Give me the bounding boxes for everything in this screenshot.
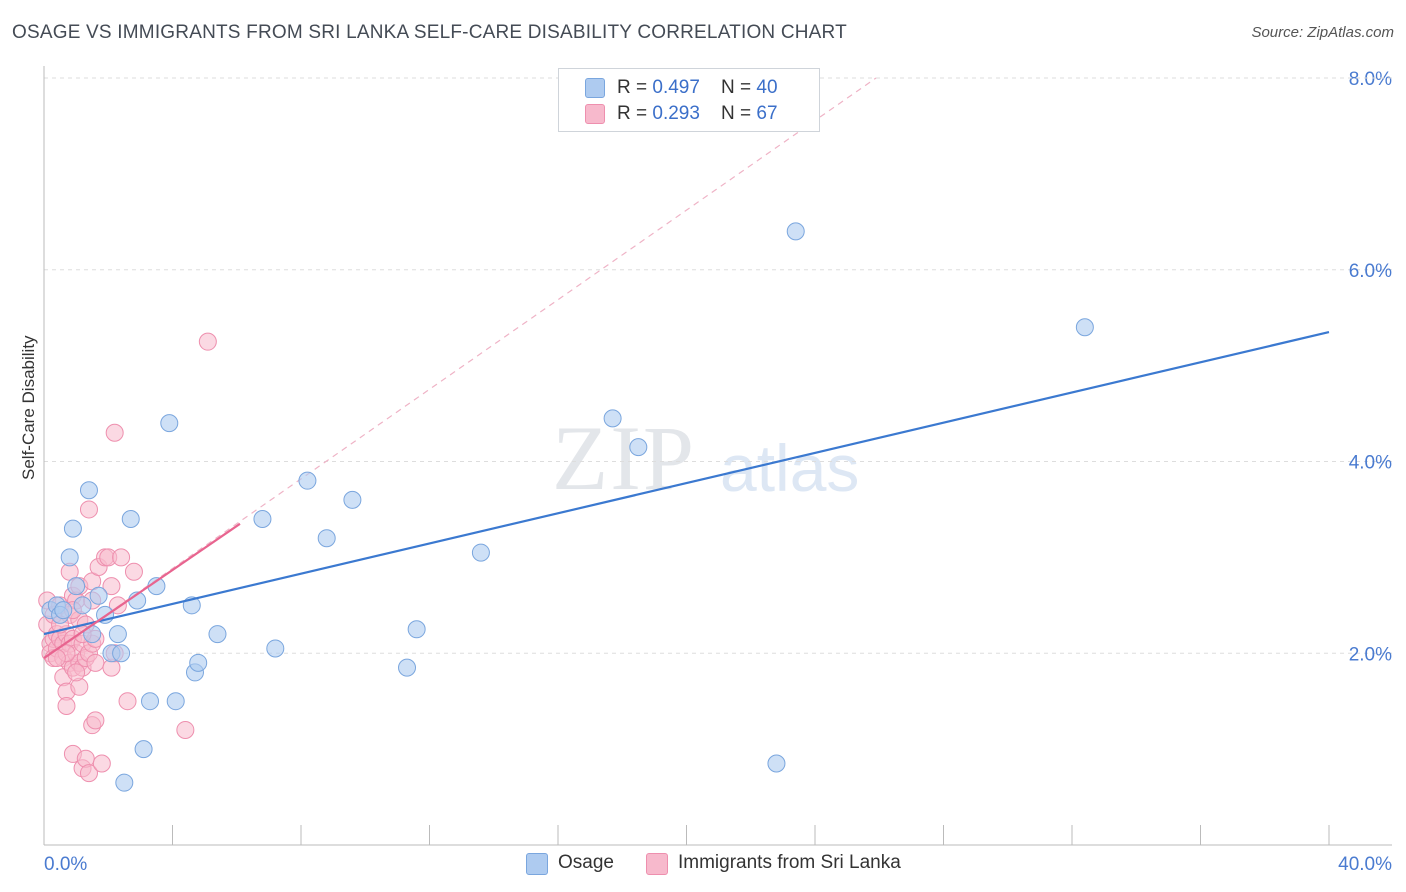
legend-swatch-osage	[585, 78, 605, 98]
data-point-osage	[121, 510, 140, 529]
data-point-sri-lanka	[124, 562, 143, 581]
legend-r-value: 0.293	[652, 103, 700, 124]
data-point-osage	[398, 658, 417, 677]
data-point-osage	[266, 639, 285, 658]
data-point-sri-lanka	[79, 500, 98, 519]
data-point-sri-lanka	[105, 423, 124, 442]
trendline-osage	[43, 330, 1330, 636]
data-point-osage	[134, 740, 153, 759]
data-point-osage	[317, 529, 336, 548]
data-point-sri-lanka	[118, 692, 137, 711]
data-point-sri-lanka	[102, 577, 121, 596]
data-point-osage	[629, 438, 648, 457]
legend-r-label: R =	[617, 103, 653, 124]
data-point-osage	[141, 692, 160, 711]
legend-label-osage: Osage	[558, 852, 614, 873]
y-axis-label: Self-Care Disability	[19, 335, 38, 480]
data-point-osage	[471, 543, 490, 562]
data-point-sri-lanka	[67, 663, 86, 682]
trendline-extension-sri-lanka	[43, 77, 877, 659]
data-point-sri-lanka	[86, 711, 105, 730]
data-point-osage	[54, 601, 73, 620]
y-tick-label: 4.0%	[1349, 453, 1392, 474]
y-tick-label: 6.0%	[1349, 261, 1392, 282]
data-point-osage	[189, 653, 208, 672]
data-point-osage	[298, 471, 317, 490]
chart-source: Source: ZipAtlas.com	[1251, 24, 1394, 41]
data-point-osage	[79, 481, 98, 500]
legend-n-value: 40	[756, 77, 778, 98]
y-tick-label: 8.0%	[1349, 69, 1392, 90]
data-point-osage	[1075, 318, 1094, 337]
legend-swatch-sri-lanka	[646, 853, 668, 875]
data-point-osage	[115, 773, 134, 792]
data-point-sri-lanka	[86, 653, 105, 672]
data-point-osage	[407, 620, 426, 639]
watermark-atlas: atlas	[720, 431, 860, 505]
legend-n-value: 67	[756, 103, 778, 124]
data-point-osage	[73, 596, 92, 615]
data-point-sri-lanka	[79, 764, 98, 783]
y-tick-label: 2.0%	[1349, 644, 1392, 665]
legend-swatch-sri-lanka	[585, 104, 605, 124]
data-point-osage	[767, 754, 786, 773]
data-point-osage	[208, 625, 227, 644]
data-point-osage	[63, 519, 82, 538]
data-point-sri-lanka	[92, 754, 111, 773]
chart-title: OSAGE VS IMMIGRANTS FROM SRI LANKA SELF-…	[12, 22, 847, 43]
legend-label-sri-lanka: Immigrants from Sri Lanka	[678, 852, 901, 873]
legend-n-label: N =	[721, 77, 757, 98]
data-point-osage	[603, 409, 622, 428]
data-point-osage	[166, 692, 185, 711]
legend-r-label: R =	[617, 77, 653, 98]
data-point-osage	[108, 625, 127, 644]
data-point-osage	[112, 644, 131, 663]
data-point-osage	[60, 548, 79, 567]
watermark-zip: ZIP	[552, 407, 696, 509]
data-point-osage	[67, 577, 86, 596]
stats-legend: R = 0.497 N = 40 R = 0.293 N = 67	[558, 68, 820, 132]
legend-swatch-osage	[526, 853, 548, 875]
data-point-osage	[89, 586, 108, 605]
data-point-sri-lanka	[198, 332, 217, 351]
data-point-sri-lanka	[176, 720, 195, 739]
data-point-osage	[160, 414, 179, 433]
trendline-sri-lanka	[43, 522, 241, 659]
data-point-sri-lanka	[112, 548, 131, 567]
data-point-osage	[343, 490, 362, 509]
data-point-osage	[786, 222, 805, 241]
legend-r-value: 0.497	[652, 77, 700, 98]
x-tick-label: 40.0%	[1338, 854, 1392, 875]
legend-n-label: N =	[721, 103, 757, 124]
data-point-sri-lanka	[57, 696, 76, 715]
data-point-osage	[253, 510, 272, 529]
x-tick-label: 0.0%	[44, 854, 87, 875]
